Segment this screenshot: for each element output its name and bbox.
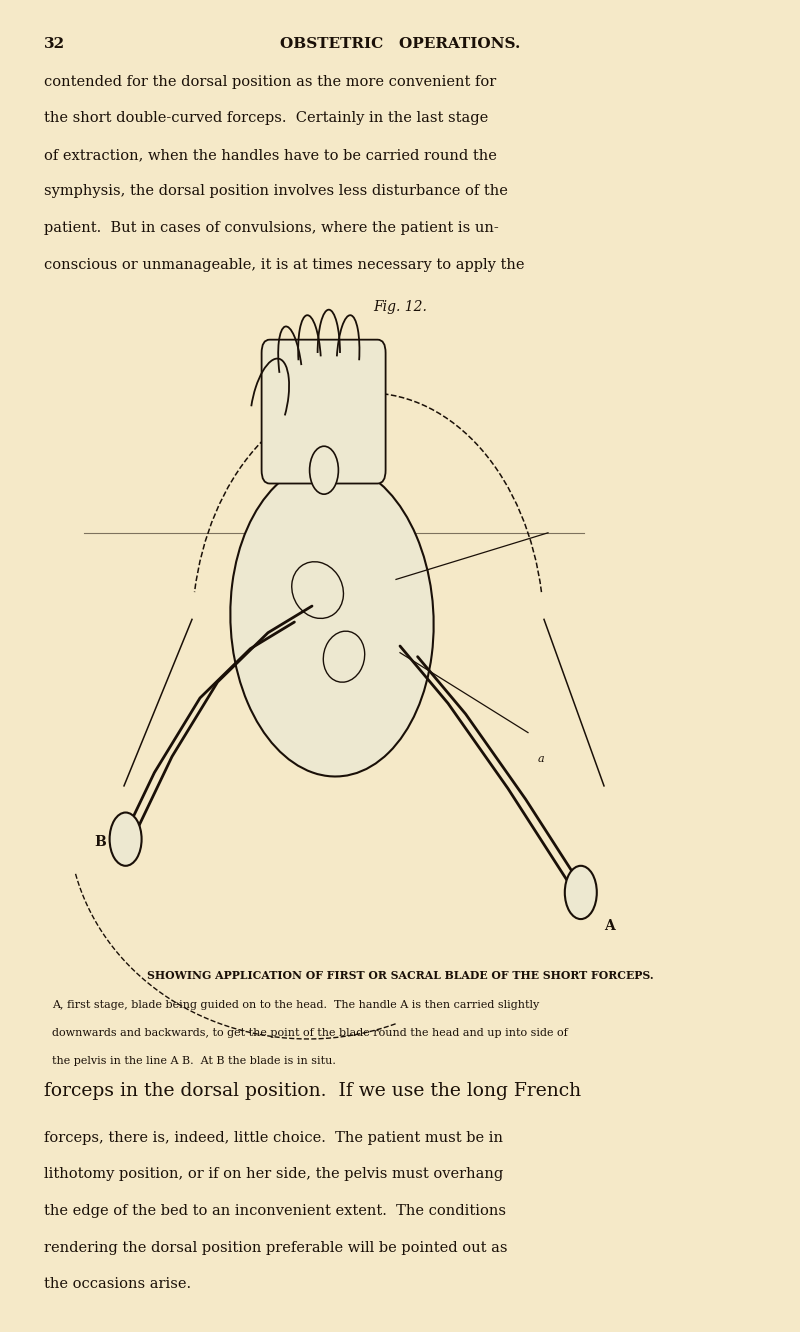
Text: the occasions arise.: the occasions arise. [44,1277,191,1292]
Text: the short double-curved forceps.  Certainly in the last stage: the short double-curved forceps. Certain… [44,112,488,125]
Circle shape [310,446,338,494]
Text: A, first stage, blade being guided on to the head.  The handle A is then carried: A, first stage, blade being guided on to… [52,1000,539,1011]
Text: patient.  But in cases of convulsions, where the patient is un-: patient. But in cases of convulsions, wh… [44,221,498,236]
Text: the edge of the bed to an inconvenient extent.  The conditions: the edge of the bed to an inconvenient e… [44,1204,506,1219]
Ellipse shape [230,462,434,777]
Text: forceps in the dorsal position.  If we use the long French: forceps in the dorsal position. If we us… [44,1082,581,1100]
Text: A: A [604,919,614,934]
Text: symphysis, the dorsal position involves less disturbance of the: symphysis, the dorsal position involves … [44,184,508,198]
Text: of extraction, when the handles have to be carried round the: of extraction, when the handles have to … [44,148,497,163]
Text: downwards and backwards, to get the point of the blade round the head and up int: downwards and backwards, to get the poin… [52,1028,568,1039]
Text: contended for the dorsal position as the more convenient for: contended for the dorsal position as the… [44,75,496,89]
Text: forceps, there is, indeed, little choice.  The patient must be in: forceps, there is, indeed, little choice… [44,1131,503,1146]
Text: SHOWING APPLICATION OF FIRST OR SACRAL BLADE OF THE SHORT FORCEPS.: SHOWING APPLICATION OF FIRST OR SACRAL B… [146,970,654,980]
Circle shape [565,866,597,919]
Text: B: B [94,835,106,848]
Text: Fig. 12.: Fig. 12. [373,300,427,314]
FancyBboxPatch shape [262,340,386,484]
Text: lithotomy position, or if on her side, the pelvis must overhang: lithotomy position, or if on her side, t… [44,1167,503,1181]
Text: rendering the dorsal position preferable will be pointed out as: rendering the dorsal position preferable… [44,1241,507,1255]
Circle shape [110,813,142,866]
Text: OBSTETRIC   OPERATIONS.: OBSTETRIC OPERATIONS. [280,37,520,52]
Text: the pelvis in the line A B.  At B the blade is in situ.: the pelvis in the line A B. At B the bla… [52,1056,336,1067]
Text: a: a [538,754,544,765]
Text: 32: 32 [44,37,65,52]
Text: conscious or unmanageable, it is at times necessary to apply the: conscious or unmanageable, it is at time… [44,258,525,272]
